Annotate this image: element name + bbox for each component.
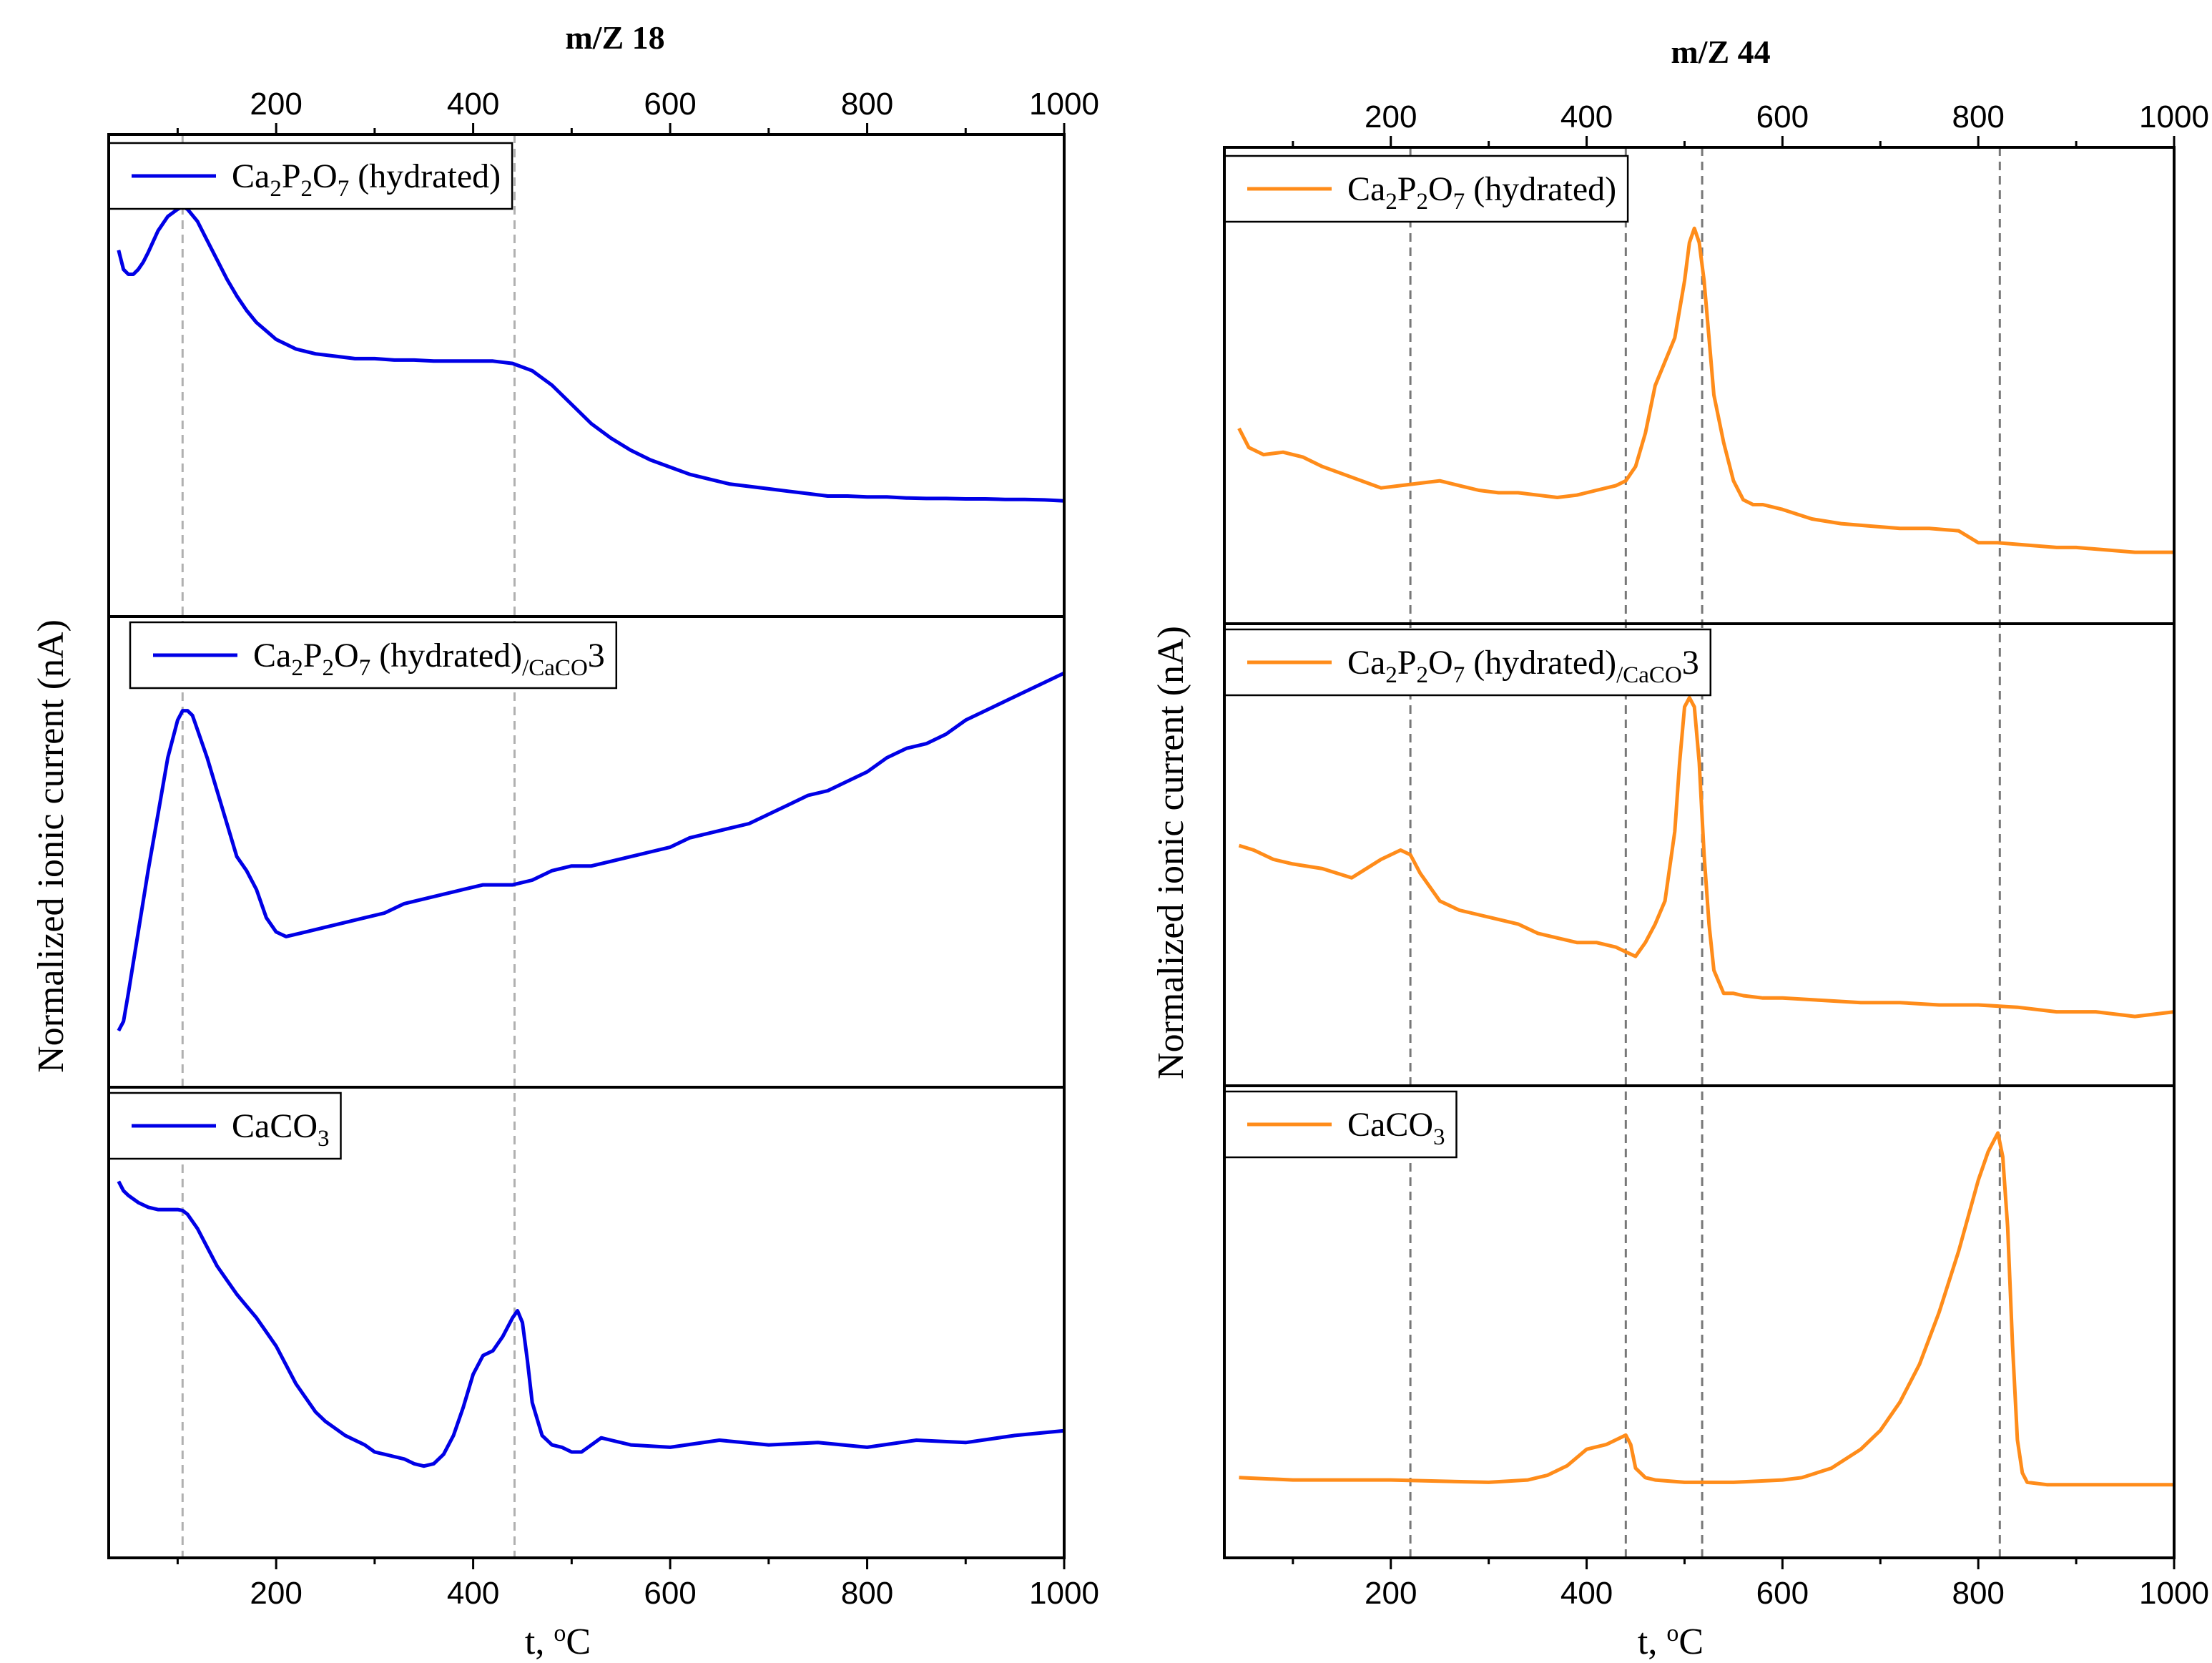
x-tick-label-bottom: 600 (644, 1576, 696, 1611)
legend-text: CaCO (1347, 1106, 1433, 1144)
x-tick-label-top: 200 (250, 87, 302, 122)
legend-text: (hydrated) (370, 637, 522, 674)
x-axis-label-text: t, (1638, 1622, 1666, 1662)
legend-text: Ca (253, 637, 291, 674)
legend-subscript: 7 (359, 655, 371, 681)
chart-title: m/Z 44 (1671, 34, 1770, 70)
legend-text: O (334, 637, 359, 674)
x-axis-label-degree: o (554, 1620, 566, 1647)
x-axis-label: t, oC (525, 1620, 591, 1662)
legend-label: Ca2P2O7 (hydrated)/CaCO3 (1347, 644, 1699, 688)
legend-text: 3 (1682, 644, 1699, 682)
x-tick-label-bottom: 400 (447, 1576, 499, 1611)
series-line (117, 1180, 1065, 1468)
x-tick-label-bottom: 1000 (1029, 1576, 1099, 1611)
x-tick-label-top: 1000 (1029, 87, 1099, 122)
legend-subscript: 2 (1385, 662, 1397, 688)
legend-label: Ca2P2O7 (hydrated)/CaCO3 (253, 637, 605, 681)
x-tick-label-bottom: 1000 (2139, 1576, 2209, 1611)
series-line (1237, 226, 2174, 554)
x-axis-label-unit: C (1678, 1622, 1704, 1662)
legend-subscript: 7 (338, 176, 350, 202)
series-line (1239, 1131, 2174, 1487)
legend-label: CaCO3 (232, 1107, 330, 1152)
chart-title: m/Z 18 (565, 19, 664, 56)
legend-text: P (282, 157, 301, 195)
x-tick-label-bottom: 600 (1756, 1576, 1809, 1611)
panel-3: CaCO3 (107, 1086, 1066, 1559)
legend-text: P (1397, 170, 1417, 208)
legend-label: Ca2P2O7 (hydrated) (1347, 170, 1616, 215)
x-axis-label-text: t, (525, 1622, 554, 1662)
legend-subscript: 2 (291, 655, 303, 681)
legend-text: Ca (232, 157, 270, 195)
x-tick-label-top: 600 (644, 87, 696, 122)
x-tick-label-bottom: 800 (841, 1576, 893, 1611)
legend-subscript: 3 (318, 1126, 330, 1152)
legend: Ca2P2O7 (hydrated)/CaCO3 (1223, 628, 1712, 697)
legend-text: 3 (588, 637, 605, 674)
x-tick-label-top: 400 (447, 87, 499, 122)
x-axis-label-unit: C (566, 1622, 591, 1662)
panel-2: Ca2P2O7 (hydrated)/CaCO3 (107, 615, 1066, 1089)
x-tick-label-top: 800 (841, 87, 893, 122)
legend-text: O (313, 157, 338, 195)
x-tick-label-bottom: 400 (1560, 1576, 1613, 1611)
legend-text: Ca (1347, 644, 1385, 682)
legend-label: CaCO3 (1347, 1106, 1445, 1150)
panel-2: Ca2P2O7 (hydrated)/CaCO3 (1223, 622, 2176, 1087)
panel-1: Ca2P2O7 (hydrated) (107, 133, 1066, 618)
legend: CaCO3 (107, 1092, 342, 1160)
series-line (117, 671, 1066, 1032)
x-tick-label-top: 400 (1560, 99, 1613, 134)
legend-subscript: 7 (1453, 662, 1465, 688)
legend: Ca2P2O7 (hydrated) (107, 142, 513, 210)
x-tick-label-bottom: 200 (250, 1576, 302, 1611)
legend: Ca2P2O7 (hydrated) (1223, 154, 1629, 223)
legend: CaCO3 (1223, 1090, 1458, 1159)
legend-subscript: 2 (323, 655, 335, 681)
series-line (1238, 695, 2175, 1019)
x-tick-label-bottom: 200 (1365, 1576, 1417, 1611)
x-tick-label-top: 1000 (2139, 99, 2209, 134)
legend-text: (hydrated) (1465, 644, 1616, 682)
legend-subscript: 7 (1453, 189, 1465, 215)
legend-text: O (1428, 644, 1453, 682)
legend: Ca2P2O7 (hydrated)/CaCO3 (129, 621, 618, 690)
legend-label: Ca2P2O7 (hydrated) (232, 157, 501, 202)
legend-text: (hydrated) (1465, 170, 1616, 208)
y-axis-label: Normalized ionic current (nA) (1151, 626, 1191, 1079)
legend-subscript: 2 (1385, 189, 1397, 215)
y-axis-label: Normalized ionic current (nA) (31, 619, 72, 1073)
legend-subscript: /CaCO (1616, 662, 1682, 688)
legend-subscript: 2 (301, 176, 313, 202)
x-tick-label-top: 800 (1952, 99, 2004, 134)
legend-text: CaCO (232, 1107, 318, 1145)
legend-subscript: 2 (1417, 662, 1429, 688)
x-axis-label-degree: o (1666, 1620, 1678, 1647)
legend-text: P (1397, 644, 1417, 682)
legend-text: Ca (1347, 170, 1385, 208)
x-tick-label-bottom: 800 (1952, 1576, 2004, 1611)
panel-3: CaCO3 (1223, 1084, 2176, 1559)
legend-subscript: 2 (1417, 189, 1429, 215)
legend-text: O (1428, 170, 1453, 208)
x-tick-label-top: 600 (1756, 99, 1809, 134)
series-line (117, 205, 1065, 503)
x-axis-label: t, oC (1638, 1620, 1704, 1662)
legend-subscript: 2 (270, 176, 282, 202)
panel-frame (107, 1086, 1066, 1559)
panel-1: Ca2P2O7 (hydrated) (1223, 146, 2176, 625)
legend-text: (hydrated) (349, 157, 501, 195)
panel-frame (1223, 1084, 2176, 1559)
legend-text: P (303, 637, 323, 674)
legend-subscript: /CaCO (522, 655, 588, 681)
x-tick-label-top: 200 (1365, 99, 1417, 134)
legend-subscript: 3 (1433, 1124, 1445, 1150)
